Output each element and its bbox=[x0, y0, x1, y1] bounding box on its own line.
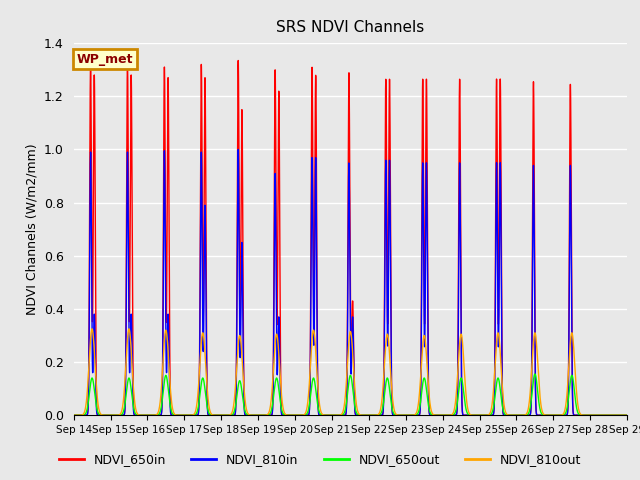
Title: SRS NDVI Channels: SRS NDVI Channels bbox=[276, 20, 424, 35]
Y-axis label: NDVI Channels (W/m2/mm): NDVI Channels (W/m2/mm) bbox=[26, 144, 38, 315]
Legend: NDVI_650in, NDVI_810in, NDVI_650out, NDVI_810out: NDVI_650in, NDVI_810in, NDVI_650out, NDV… bbox=[54, 448, 586, 471]
Text: WP_met: WP_met bbox=[76, 52, 133, 65]
